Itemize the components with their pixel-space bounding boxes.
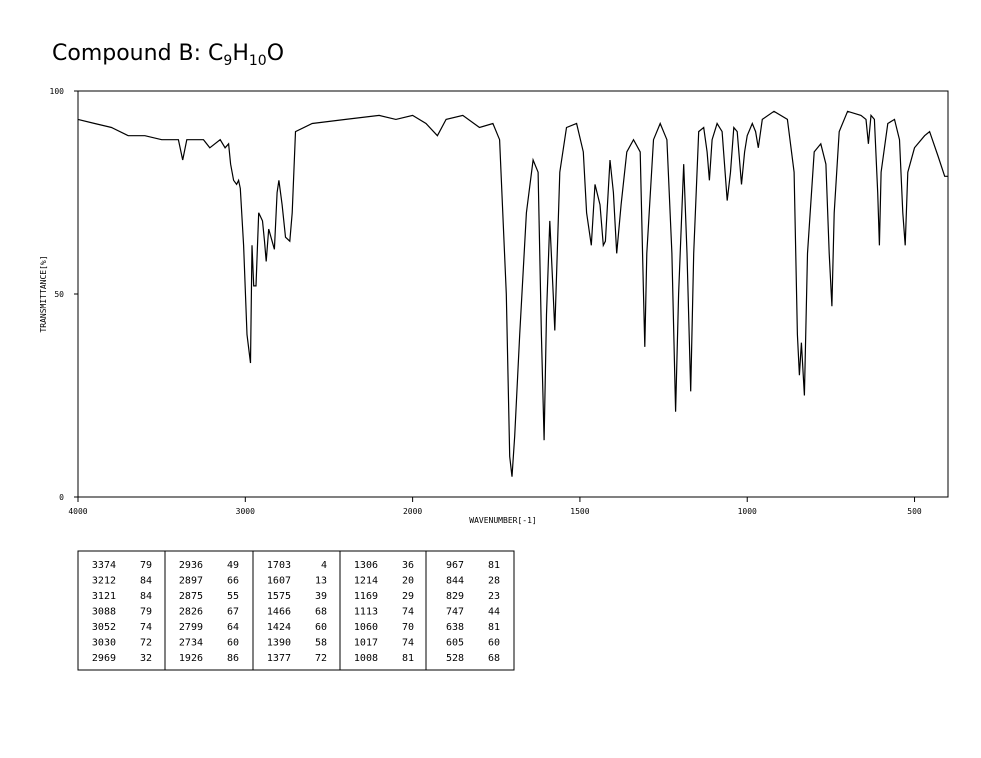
peak-wavenumber: 1377	[267, 653, 291, 664]
peak-transmittance: 81	[402, 653, 414, 664]
peak-transmittance: 72	[315, 653, 327, 664]
peak-transmittance: 84	[140, 591, 152, 602]
peak-wavenumber: 2799	[179, 622, 203, 633]
peak-wavenumber: 1466	[267, 607, 291, 618]
peak-transmittance: 68	[315, 607, 327, 618]
x-tick-label: 2000	[403, 507, 422, 516]
peak-wavenumber: 3374	[92, 560, 116, 571]
peak-wavenumber: 3121	[92, 591, 116, 602]
peak-transmittance: 81	[488, 622, 500, 633]
peak-transmittance: 60	[488, 638, 500, 649]
peak-transmittance: 81	[488, 560, 500, 571]
peak-wavenumber: 1607	[267, 576, 291, 587]
peak-wavenumber: 967	[446, 560, 464, 571]
peak-transmittance: 60	[315, 622, 327, 633]
peak-wavenumber: 3088	[92, 607, 116, 618]
x-axis-label: WAVENUMBER[-1]	[469, 516, 536, 525]
spectrum-line	[77, 110, 948, 477]
plot-frame	[77, 90, 949, 498]
chart-title: Compound B: C9H10O	[52, 41, 284, 69]
peak-wavenumber: 605	[446, 638, 464, 649]
peak-wavenumber: 2826	[179, 607, 203, 618]
peak-transmittance: 74	[140, 622, 152, 633]
peak-wavenumber: 1008	[354, 653, 378, 664]
peak-transmittance: 44	[488, 607, 500, 618]
peak-wavenumber: 2734	[179, 638, 203, 649]
peak-wavenumber: 3030	[92, 638, 116, 649]
peak-transmittance: 28	[488, 576, 500, 587]
peak-transmittance: 74	[402, 607, 414, 618]
y-tick-label: 0	[59, 493, 64, 502]
peak-wavenumber: 1926	[179, 653, 203, 664]
peak-wavenumber: 2875	[179, 591, 203, 602]
peak-wavenumber: 1703	[267, 560, 291, 571]
y-axis-label: TRANSMITTANCE[%]	[39, 255, 48, 332]
peak-wavenumber: 528	[446, 653, 464, 664]
peak-transmittance: 49	[227, 560, 239, 571]
peak-table-frame	[77, 550, 515, 671]
x-tick-label: 500	[907, 507, 922, 516]
peak-wavenumber: 1169	[354, 591, 378, 602]
peak-transmittance: 86	[227, 653, 239, 664]
peak-transmittance: 13	[315, 576, 327, 587]
peak-transmittance: 68	[488, 653, 500, 664]
peak-transmittance: 60	[227, 638, 239, 649]
peak-transmittance: 23	[488, 591, 500, 602]
peak-transmittance: 84	[140, 576, 152, 587]
title-subscript: 9	[223, 53, 232, 69]
x-tick-label: 4000	[68, 507, 87, 516]
x-tick-label: 3000	[236, 507, 255, 516]
peak-transmittance: 29	[402, 591, 414, 602]
peak-transmittance: 4	[321, 560, 327, 571]
peak-wavenumber: 638	[446, 622, 464, 633]
title-part: Compound B: C	[52, 41, 223, 66]
x-tick-label: 1500	[570, 507, 589, 516]
title-subscript: 10	[249, 53, 267, 69]
peak-wavenumber: 1424	[267, 622, 291, 633]
y-tick-label: 50	[54, 290, 64, 299]
title-part: H	[232, 41, 249, 66]
peak-transmittance: 72	[140, 638, 152, 649]
peak-wavenumber: 844	[446, 576, 464, 587]
y-tick-label: 100	[50, 87, 65, 96]
peak-wavenumber: 3052	[92, 622, 116, 633]
peak-transmittance: 64	[227, 622, 239, 633]
peak-transmittance: 36	[402, 560, 414, 571]
peak-wavenumber: 2969	[92, 653, 116, 664]
peak-wavenumber: 1214	[354, 576, 378, 587]
peak-wavenumber: 2897	[179, 576, 203, 587]
peak-wavenumber: 3212	[92, 576, 116, 587]
peak-transmittance: 32	[140, 653, 152, 664]
peak-wavenumber: 1575	[267, 591, 291, 602]
peak-transmittance: 70	[402, 622, 414, 633]
peak-transmittance: 39	[315, 591, 327, 602]
peak-wavenumber: 2936	[179, 560, 203, 571]
peak-wavenumber: 1060	[354, 622, 378, 633]
peak-transmittance: 66	[227, 576, 239, 587]
peak-transmittance: 79	[140, 607, 152, 618]
peak-transmittance: 58	[315, 638, 327, 649]
peak-transmittance: 20	[402, 576, 414, 587]
peak-wavenumber: 1113	[354, 607, 378, 618]
peak-transmittance: 79	[140, 560, 152, 571]
peak-wavenumber: 747	[446, 607, 464, 618]
peak-wavenumber: 829	[446, 591, 464, 602]
x-tick-label: 1000	[738, 507, 757, 516]
peak-wavenumber: 1390	[267, 638, 291, 649]
peak-transmittance: 74	[402, 638, 414, 649]
peak-wavenumber: 1017	[354, 638, 378, 649]
title-part: O	[267, 41, 284, 66]
peak-transmittance: 67	[227, 607, 239, 618]
peak-transmittance: 55	[227, 591, 239, 602]
peak-wavenumber: 1306	[354, 560, 378, 571]
